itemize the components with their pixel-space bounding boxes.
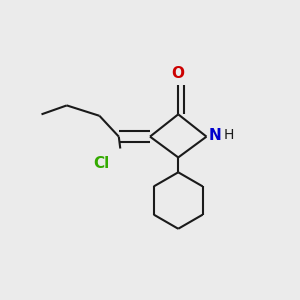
Text: H: H xyxy=(224,128,234,142)
Text: O: O xyxy=(172,66,185,81)
Text: N: N xyxy=(209,128,222,142)
Text: Cl: Cl xyxy=(94,156,110,171)
